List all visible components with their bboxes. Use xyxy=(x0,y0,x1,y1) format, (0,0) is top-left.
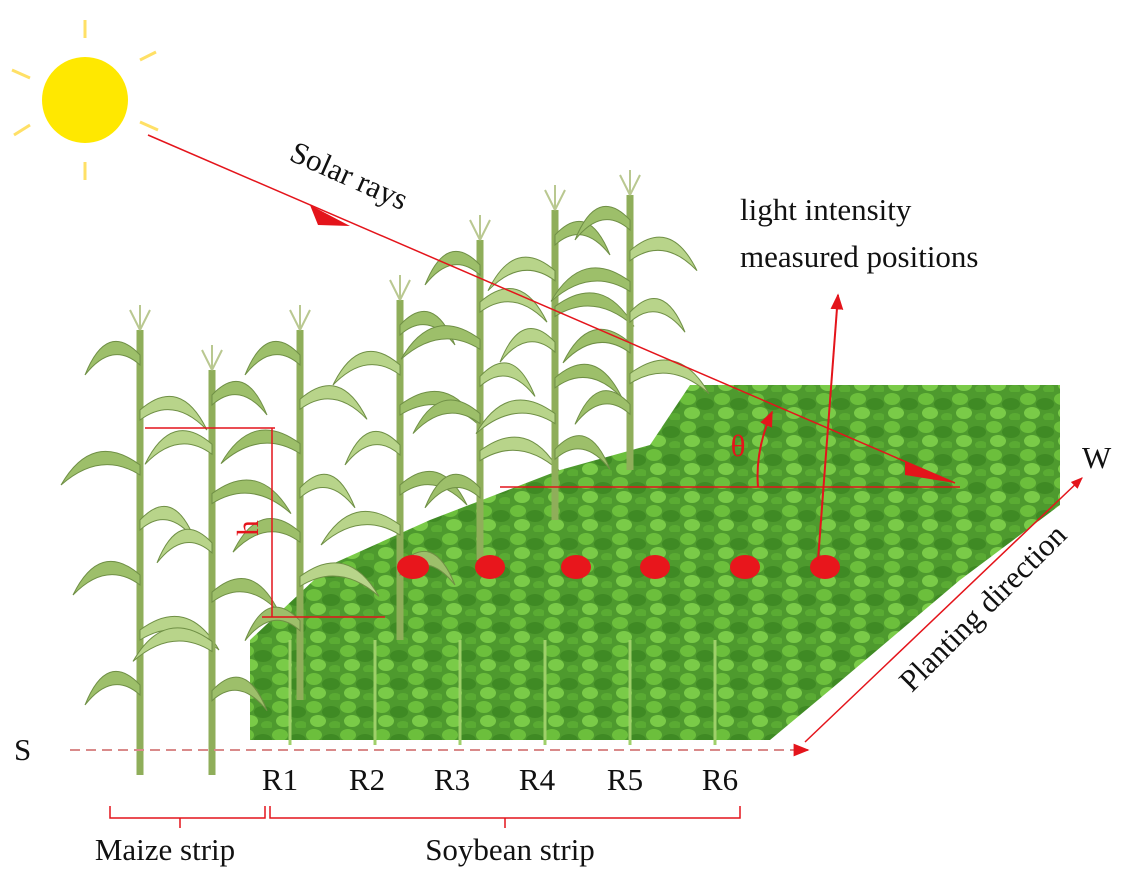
leaf xyxy=(554,220,611,256)
leaf xyxy=(244,340,301,376)
maize-plant xyxy=(132,345,292,775)
leaf xyxy=(479,436,560,472)
planting-axis xyxy=(804,477,1083,743)
h-label: h xyxy=(230,520,265,536)
maize-strip-label: Maize strip xyxy=(95,832,235,867)
leaf xyxy=(399,310,456,346)
maize-plant xyxy=(550,170,710,470)
leaf xyxy=(211,676,268,712)
leaf xyxy=(479,288,548,323)
ray-arrowhead xyxy=(905,462,955,483)
leaf xyxy=(629,236,698,272)
solar-rays-label: Solar rays xyxy=(285,134,413,217)
maize-plant xyxy=(475,185,635,520)
leaf xyxy=(60,450,141,486)
leaf xyxy=(424,473,481,509)
row-label: R6 xyxy=(702,762,738,797)
leaf xyxy=(220,429,301,464)
leaf xyxy=(132,627,213,662)
leaf xyxy=(211,479,292,514)
leaf xyxy=(299,562,380,597)
tassel xyxy=(544,185,566,211)
tassel xyxy=(129,305,151,331)
measured-label: light intensity xyxy=(740,192,912,227)
leaf xyxy=(479,362,536,397)
maize-plants xyxy=(60,170,710,775)
leaf xyxy=(562,328,631,364)
tassel xyxy=(619,170,641,196)
maize-bracket xyxy=(109,806,266,828)
soybean-strip-label: Soybean strip xyxy=(425,832,595,867)
leaf xyxy=(299,473,356,509)
west-label: W xyxy=(1082,440,1112,475)
leaf xyxy=(156,528,213,564)
row-label: R5 xyxy=(607,762,643,797)
row-label: R3 xyxy=(434,762,470,797)
leaf xyxy=(400,325,481,360)
leaf xyxy=(554,292,635,327)
pointer-arrow xyxy=(817,293,844,561)
maize-plant xyxy=(220,305,380,700)
maize-plant xyxy=(400,215,560,560)
height-marker xyxy=(145,427,385,618)
leaf xyxy=(554,435,611,470)
leaf xyxy=(412,399,481,434)
leaf xyxy=(344,430,401,466)
maize-plant xyxy=(320,275,480,640)
tassel xyxy=(469,215,491,241)
leaf xyxy=(84,670,141,706)
theta-label: θ xyxy=(731,428,746,463)
leaf xyxy=(332,350,401,386)
tassel xyxy=(389,275,411,301)
leaf xyxy=(574,205,631,241)
leaf xyxy=(550,267,631,302)
measured-label: measured positions xyxy=(740,239,979,274)
leaf xyxy=(232,518,301,553)
leaf xyxy=(399,470,468,506)
leaf xyxy=(574,390,631,425)
soybean-stems xyxy=(288,640,717,745)
ray-arrowhead xyxy=(310,205,350,226)
solar-ray xyxy=(147,134,956,484)
soybean-bracket xyxy=(269,806,741,828)
tassel xyxy=(289,305,311,331)
leaf xyxy=(320,510,401,546)
leaf xyxy=(84,340,141,376)
row-label: R4 xyxy=(519,762,556,797)
leaf xyxy=(211,380,268,416)
leaf xyxy=(72,560,141,596)
leaf xyxy=(139,615,220,651)
tassel xyxy=(201,345,223,371)
measurement-points xyxy=(397,555,840,579)
maize-plant xyxy=(60,305,220,775)
sun xyxy=(11,20,159,180)
south-label: S xyxy=(14,732,31,767)
leaf xyxy=(244,606,301,642)
leaf xyxy=(629,359,710,394)
leaf xyxy=(487,256,556,292)
leaf xyxy=(475,399,556,434)
leaf xyxy=(299,385,368,420)
leaf xyxy=(139,395,208,431)
angle-arc xyxy=(756,410,773,488)
leaf xyxy=(211,578,280,613)
leaf xyxy=(629,298,686,333)
row-label: R1 xyxy=(262,762,298,797)
leaf xyxy=(424,250,481,286)
leaf xyxy=(499,328,556,363)
row-label: R2 xyxy=(349,762,385,797)
leaf xyxy=(144,430,213,465)
